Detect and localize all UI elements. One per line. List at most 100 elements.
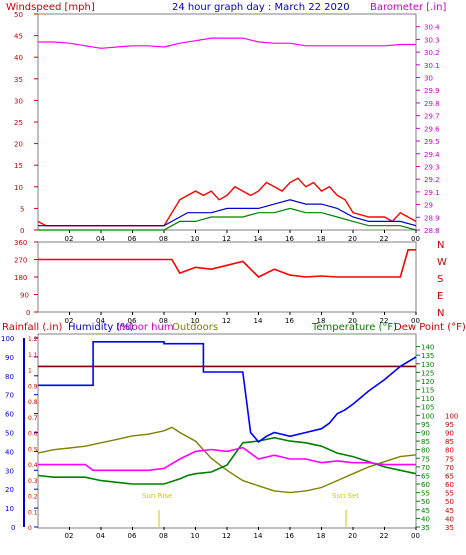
temp-xtick-label: 04 xyxy=(96,532,105,540)
baro-ytick-label: 29.9 xyxy=(424,87,440,95)
dir-ytick-label: 90 xyxy=(20,292,29,300)
dir-xtick-label: 04 xyxy=(96,317,105,325)
baro-ytick-label: 29 xyxy=(424,202,433,210)
temp-xtick-label: 20 xyxy=(348,532,357,540)
dew-ytick-label: 40 xyxy=(445,515,454,523)
wind-xtick-label: 16 xyxy=(285,235,294,243)
indoor-humidity-line xyxy=(38,446,416,472)
dir-xtick-label: 02 xyxy=(65,317,74,325)
dir-xtick-label: 18 xyxy=(317,317,326,325)
temp-xtick-label: 14 xyxy=(254,532,263,540)
barometer-line xyxy=(38,37,416,49)
outdoor-humidity-line xyxy=(38,340,417,443)
wind-ytick-label: 5 xyxy=(20,205,24,213)
plot-layer: 0510152025303540455028.828.92929.129.229… xyxy=(1,11,458,540)
dew-ytick-label: 65 xyxy=(445,472,454,480)
temp-xtick-label: 06 xyxy=(128,532,137,540)
dew-ytick-label: 80 xyxy=(445,447,454,455)
dewpoint-line xyxy=(37,426,417,494)
hum-ytick-label: 40 xyxy=(5,448,14,456)
wind-xtick-label: 22 xyxy=(380,235,389,243)
dew-ytick-label: 85 xyxy=(445,438,454,446)
temp-xtick-label: 16 xyxy=(285,532,294,540)
temp-xtick-label: 18 xyxy=(317,532,326,540)
dew-ytick-label: 50 xyxy=(445,498,454,506)
temp-xtick-label: 22 xyxy=(380,532,389,540)
temperature-line xyxy=(37,436,417,485)
rain-ytick-label: 1.1 xyxy=(28,352,38,359)
temp-xtick-label: 02 xyxy=(65,532,74,540)
humidity-title: Humidity (%) xyxy=(68,322,134,333)
rain-ytick-label: 1.2 xyxy=(28,336,38,343)
temp-xtick-label: 12 xyxy=(222,532,231,540)
wind-xtick-label: 06 xyxy=(128,235,137,243)
dir-letter: W xyxy=(437,257,447,268)
temp-ytick-label: 50 xyxy=(421,498,430,506)
wind-xtick-label: 12 xyxy=(222,235,231,243)
barometer-title: Barometer [.in] xyxy=(370,2,446,13)
hum-ytick-label: 100 xyxy=(1,335,14,343)
hum-ytick-label: 0 xyxy=(11,524,15,532)
temp-panel-frame xyxy=(37,333,417,529)
rain-ytick-label: 0.4 xyxy=(28,462,38,469)
dir-letter: N xyxy=(437,308,444,319)
hum-ytick-label: 80 xyxy=(5,373,14,381)
temp-xtick-label: 10 xyxy=(191,532,200,540)
rain-ytick-label: 0.8 xyxy=(28,399,38,406)
dir-xtick-label: 16 xyxy=(285,317,294,325)
hum-ytick-label: 50 xyxy=(5,430,14,438)
dir-xtick-label: 00 xyxy=(411,317,420,325)
dew-ytick-label: 100 xyxy=(445,412,458,420)
dew-ytick-label: 55 xyxy=(445,490,454,498)
wind-ytick-label: 25 xyxy=(14,119,23,127)
dir-xtick-label: 06 xyxy=(128,317,137,325)
hum-ytick-label: 70 xyxy=(5,392,14,400)
dir-xtick-label: 08 xyxy=(159,317,168,325)
temp-ytick-label: 90 xyxy=(421,430,430,438)
dir-xtick-label: 14 xyxy=(254,317,263,325)
temp-ytick-label: 40 xyxy=(421,515,430,523)
temp-ytick-label: 120 xyxy=(421,378,434,386)
temp-ytick-label: 75 xyxy=(421,455,430,463)
indoor-hum-title: Indoor hum xyxy=(116,322,174,333)
rain-ytick-label: 0 xyxy=(28,525,32,532)
wind-xtick-label: 04 xyxy=(96,235,105,243)
dew-ytick-label: 45 xyxy=(445,507,454,515)
temp-ytick-label: 115 xyxy=(421,387,434,395)
rain-ytick-label: 0.3 xyxy=(28,478,38,485)
wind-xtick-label: 00 xyxy=(411,235,420,243)
rain-ytick-label: 0.5 xyxy=(28,446,38,453)
dew-ytick-label: 75 xyxy=(445,455,454,463)
dir-letter: N xyxy=(437,240,444,251)
hum-ytick-label: 60 xyxy=(5,411,14,419)
dew-ytick-label: 70 xyxy=(445,464,454,472)
dir-xtick-label: 22 xyxy=(380,317,389,325)
rain-ytick-label: 0.7 xyxy=(28,415,38,422)
temp-ytick-label: 60 xyxy=(421,481,430,489)
wind-ytick-label: 40 xyxy=(14,54,23,62)
wind-ytick-label: 50 xyxy=(14,11,23,19)
wind-low-line xyxy=(38,207,417,231)
temp-ytick-label: 80 xyxy=(421,447,430,455)
wind-xtick-label: 14 xyxy=(254,235,263,243)
rain-ytick-label: 0.2 xyxy=(28,494,38,501)
sunrise-label: Sun Rise xyxy=(142,492,172,500)
baro-ytick-label: 30.4 xyxy=(424,24,440,32)
temp-ytick-label: 140 xyxy=(421,344,434,352)
temp-ytick-label: 70 xyxy=(421,464,430,472)
hum-ytick-label: 20 xyxy=(5,486,14,494)
dew-ytick-label: 90 xyxy=(445,430,454,438)
rain-ytick-label: 1 xyxy=(28,368,32,375)
baro-ytick-label: 30 xyxy=(424,75,433,83)
wind-xtick-label: 08 xyxy=(159,235,168,243)
baro-ytick-label: 28.8 xyxy=(424,227,440,235)
baro-ytick-label: 30.2 xyxy=(424,49,440,57)
wind-xtick-label: 20 xyxy=(348,235,357,243)
rainfall-title: Rainfall (.in) xyxy=(2,322,63,333)
wind-xtick-label: 02 xyxy=(65,235,74,243)
wind-xtick-label: 10 xyxy=(191,235,200,243)
outdoors-title: Outdoors xyxy=(172,322,218,333)
rain-ytick-label: 0.6 xyxy=(28,431,38,438)
